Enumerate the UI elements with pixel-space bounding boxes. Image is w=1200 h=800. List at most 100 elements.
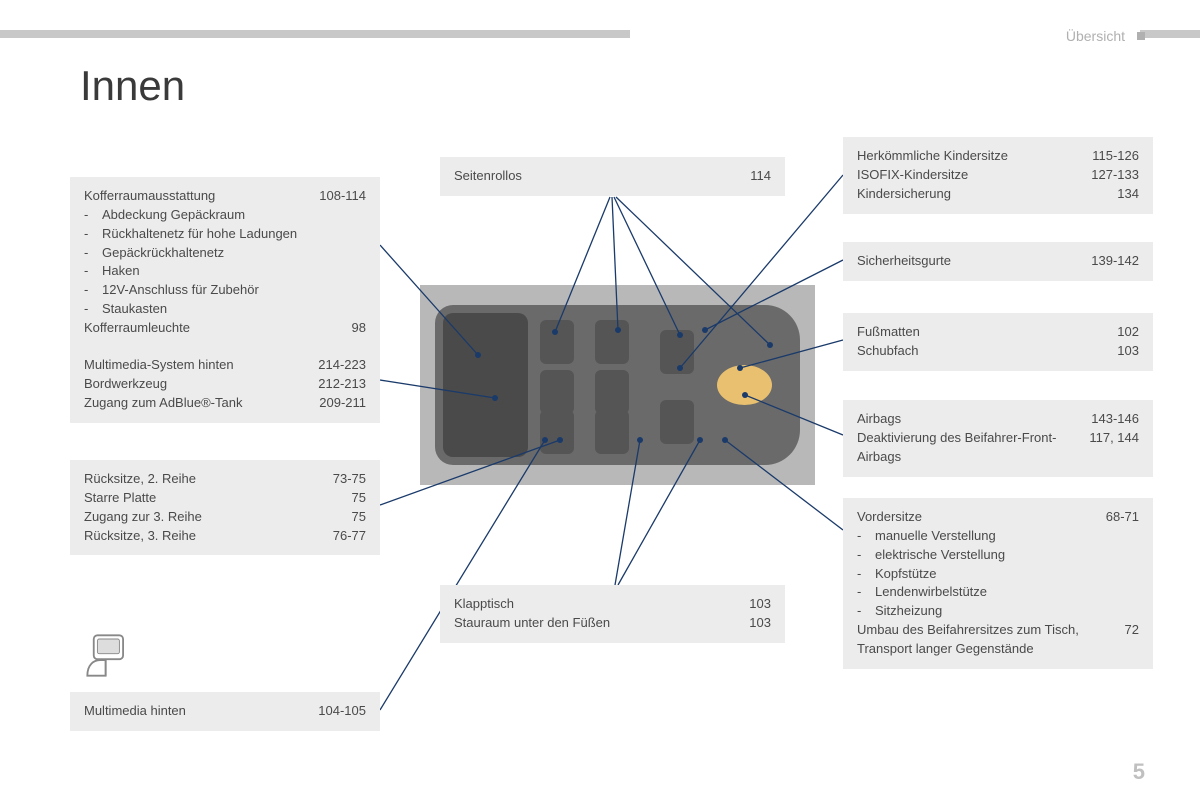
- index-entry: Rückhaltenetz für hohe Ladungen: [84, 225, 366, 244]
- entry-label: Klapptisch: [454, 595, 711, 614]
- index-entry: Airbags143-146: [857, 410, 1139, 429]
- entry-page-ref: 108-114: [306, 187, 366, 206]
- entry-page-ref: 76-77: [306, 527, 366, 546]
- index-box-r5: Vordersitze68-71manuelle Verstellungelek…: [843, 498, 1153, 669]
- seat-icon: [595, 370, 629, 414]
- entry-label: Umbau des Beifahrersitzes zum Tisch, Tra…: [857, 621, 1079, 659]
- entry-label: Multimedia-System hinten: [84, 356, 306, 375]
- entry-page-ref: 72: [1079, 621, 1139, 659]
- entry-label: Vordersitze: [857, 508, 1079, 527]
- index-entry: manuelle Verstellung: [857, 527, 1139, 546]
- index-entry: Vordersitze68-71: [857, 508, 1139, 527]
- index-entry: Zugang zur 3. Reihe75: [84, 508, 366, 527]
- index-entry: Rücksitze, 3. Reihe76-77: [84, 527, 366, 546]
- entry-page-ref: 127-133: [1079, 166, 1139, 185]
- entry-page-ref: 115-126: [1079, 147, 1139, 166]
- index-entry: Umbau des Beifahrersitzes zum Tisch, Tra…: [857, 621, 1139, 659]
- seat-icon: [595, 320, 629, 364]
- index-entry: Lendenwirbelstütze: [857, 583, 1139, 602]
- entry-page-ref: 68-71: [1079, 508, 1139, 527]
- index-box-b3: Rücksitze, 2. Reihe73-75Starre Platte75Z…: [70, 460, 380, 555]
- entry-page-ref: 103: [1079, 342, 1139, 361]
- index-box-r1: Herkömmliche Kindersitze115-126ISOFIX-Ki…: [843, 137, 1153, 214]
- entry-page-ref: 117, 144: [1079, 429, 1139, 467]
- seat-icon: [660, 400, 694, 444]
- entry-label: Kofferraumleuchte: [84, 319, 306, 338]
- top-bar-end: [1140, 30, 1200, 38]
- index-box-t2: Klapptisch103Stauraum unter den Füßen103: [440, 585, 785, 643]
- entry-label: Rücksitze, 2. Reihe: [84, 470, 306, 489]
- top-bar: [0, 30, 630, 38]
- entry-label: Kindersicherung: [857, 185, 1079, 204]
- entry-page-ref: 214-223: [306, 356, 366, 375]
- entry-page-ref: 209-211: [306, 394, 366, 413]
- index-entry: Haken: [84, 262, 366, 281]
- index-entry: elektrische Verstellung: [857, 546, 1139, 565]
- manual-page: Übersicht Innen 5 Kofferraumausstattung1…: [0, 0, 1200, 800]
- entry-page-ref: 103: [711, 614, 771, 633]
- page-title: Innen: [80, 62, 185, 110]
- index-entry: Sitzheizung: [857, 602, 1139, 621]
- index-entry: Kofferraumausstattung108-114: [84, 187, 366, 206]
- entry-label: Bordwerkzeug: [84, 375, 306, 394]
- index-entry: Stauraum unter den Füßen103: [454, 614, 771, 633]
- index-entry: Multimedia hinten104-105: [84, 702, 366, 721]
- headrest-screen-icon: [80, 628, 135, 683]
- entry-label: Zugang zur 3. Reihe: [84, 508, 306, 527]
- entry-label: Rücksitze, 3. Reihe: [84, 527, 306, 546]
- index-entry: Herkömmliche Kindersitze115-126: [857, 147, 1139, 166]
- seat-icon: [660, 330, 694, 374]
- entry-page-ref: 134: [1079, 185, 1139, 204]
- vehicle-diagram: [420, 285, 815, 485]
- entry-label: Zugang zum AdBlue®-Tank: [84, 394, 306, 413]
- entry-label: Kofferraumausstattung: [84, 187, 306, 206]
- seat-icon: [540, 410, 574, 454]
- index-entry: Kopfstütze: [857, 565, 1139, 584]
- vehicle-body: [435, 305, 800, 465]
- entry-label: Stauraum unter den Füßen: [454, 614, 711, 633]
- entry-page-ref: 212-213: [306, 375, 366, 394]
- entry-label: Multimedia hinten: [84, 702, 306, 721]
- entry-page-ref: 114: [711, 167, 771, 186]
- entry-page-ref: 102: [1079, 323, 1139, 342]
- airbag-icon: [717, 365, 772, 405]
- index-entry: Starre Platte75: [84, 489, 366, 508]
- page-number: 5: [1133, 759, 1145, 785]
- section-marker-icon: [1137, 32, 1145, 40]
- trunk-area: [443, 313, 528, 457]
- index-entry: Zugang zum AdBlue®-Tank209-211: [84, 394, 366, 413]
- entry-page-ref: 104-105: [306, 702, 366, 721]
- seat-icon: [540, 320, 574, 364]
- entry-page-ref: 73-75: [306, 470, 366, 489]
- entry-label: Herkömmliche Kindersitze: [857, 147, 1079, 166]
- index-box-r3: Fußmatten102Schubfach103: [843, 313, 1153, 371]
- index-box-b2: Multimedia-System hinten214-223Bordwerkz…: [70, 346, 380, 423]
- index-entry: Abdeckung Gepäckraum: [84, 206, 366, 225]
- index-entry: Klapptisch103: [454, 595, 771, 614]
- index-entry: Sicherheitsgurte139-142: [857, 252, 1139, 271]
- entry-label: Starre Platte: [84, 489, 306, 508]
- entry-label: Fußmatten: [857, 323, 1079, 342]
- index-entry: Bordwerkzeug212-213: [84, 375, 366, 394]
- entry-label: Airbags: [857, 410, 1079, 429]
- index-entry: Kofferraumleuchte98: [84, 319, 366, 338]
- entry-label: Seitenrollos: [454, 167, 711, 186]
- entry-label: ISOFIX-Kindersitze: [857, 166, 1079, 185]
- entry-label: Sicherheitsgurte: [857, 252, 1079, 271]
- entry-label: Schubfach: [857, 342, 1079, 361]
- seat-icon: [595, 410, 629, 454]
- index-entry: Rücksitze, 2. Reihe73-75: [84, 470, 366, 489]
- index-box-b1: Kofferraumausstattung108-114Abdeckung Ge…: [70, 177, 380, 348]
- index-entry: ISOFIX-Kindersitze127-133: [857, 166, 1139, 185]
- entry-page-ref: 143-146: [1079, 410, 1139, 429]
- entry-page-ref: 103: [711, 595, 771, 614]
- index-entry: Kindersicherung134: [857, 185, 1139, 204]
- index-box-t1: Seitenrollos114: [440, 157, 785, 196]
- index-entry: Multimedia-System hinten214-223: [84, 356, 366, 375]
- entry-label: Deaktivierung des Beifahrer-Front-Airbag…: [857, 429, 1079, 467]
- entry-page-ref: 139-142: [1079, 252, 1139, 271]
- index-entry: 12V-Anschluss für Zubehör: [84, 281, 366, 300]
- index-entry: Schubfach103: [857, 342, 1139, 361]
- index-entry: Staukasten: [84, 300, 366, 319]
- index-box-b4: Multimedia hinten104-105: [70, 692, 380, 731]
